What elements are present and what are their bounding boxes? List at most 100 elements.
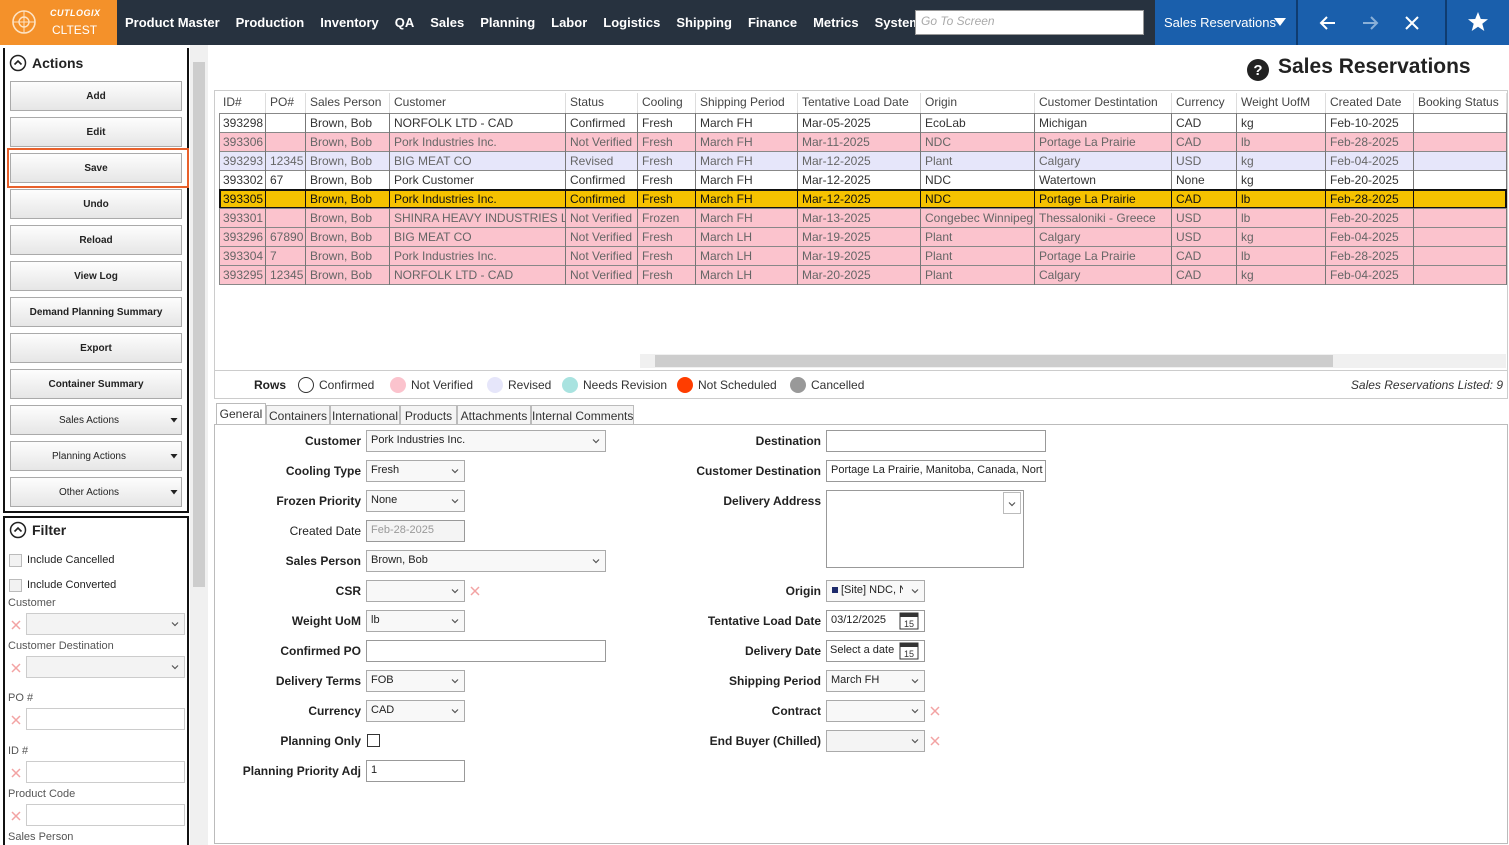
icon-part xyxy=(910,676,920,686)
tab[interactable]: General xyxy=(216,403,266,425)
action-button[interactable]: Export xyxy=(10,333,182,363)
menu-item[interactable]: Shipping xyxy=(676,15,732,30)
field-value: FOB xyxy=(371,674,443,686)
menu-item[interactable]: Inventory xyxy=(320,15,379,30)
action-button[interactable]: Add xyxy=(10,81,182,111)
column-header[interactable]: Weight UofM xyxy=(1237,93,1326,113)
action-button[interactable]: View Log xyxy=(10,261,182,291)
menu-item[interactable]: Metrics xyxy=(813,15,859,30)
checkbox[interactable] xyxy=(9,579,22,592)
field-label: CSR xyxy=(161,584,361,598)
icon-part xyxy=(471,587,479,595)
icon-part xyxy=(9,54,27,72)
checkbox[interactable] xyxy=(367,734,380,747)
grid-cell xyxy=(266,113,306,133)
column-header[interactable]: Booking Status xyxy=(1414,93,1507,113)
menu-item[interactable]: Finance xyxy=(748,15,797,30)
column-header[interactable]: Customer Destintation xyxy=(1035,93,1172,113)
close-button[interactable] xyxy=(1402,13,1422,33)
grid-cell: BIG MEAT CO xyxy=(390,227,566,247)
menu-item[interactable]: Sales xyxy=(430,15,464,30)
grid-cell: CAD xyxy=(1172,265,1237,285)
column-header[interactable]: PO# xyxy=(266,93,306,113)
clear-icon[interactable] xyxy=(10,619,22,631)
grid-cell: Feb-04-2025 xyxy=(1326,227,1414,247)
icon-part xyxy=(450,616,460,626)
tab[interactable]: Internal Comments xyxy=(531,405,634,425)
clear-icon[interactable] xyxy=(929,735,941,747)
icon-part xyxy=(912,740,918,743)
screen-select[interactable]: Sales Reservations xyxy=(1164,15,1276,30)
textarea-dropdown[interactable] xyxy=(1003,492,1021,514)
clear-icon[interactable] xyxy=(10,810,22,822)
action-button[interactable]: Undo xyxy=(10,189,182,219)
brand: CUTLOGIX xyxy=(50,8,101,18)
column-header[interactable]: Created Date xyxy=(1326,93,1414,113)
grid-cell: Mar-13-2025 xyxy=(798,208,921,228)
action-dropdown[interactable]: Sales Actions xyxy=(10,405,182,435)
page-title: Sales Reservations xyxy=(1278,55,1471,79)
action-button[interactable]: Save xyxy=(10,153,182,183)
icon-part xyxy=(910,736,920,746)
forward-button[interactable] xyxy=(1360,13,1380,33)
menu-item[interactable]: Planning xyxy=(480,15,535,30)
calendar-icon[interactable]: 15 xyxy=(899,612,919,630)
tab[interactable]: International xyxy=(330,405,400,425)
search-box[interactable]: Go To Screen xyxy=(915,10,1144,35)
back-button[interactable] xyxy=(1318,13,1338,33)
column-header[interactable]: Status xyxy=(566,93,638,113)
column-header[interactable]: Currency xyxy=(1172,93,1237,113)
grid-cell: Brown, Bob xyxy=(306,208,390,228)
grid-cell: Pork Industries Inc. xyxy=(390,189,566,209)
grid-cell: NORFOLK LTD - CAD xyxy=(390,265,566,285)
clear-icon[interactable] xyxy=(10,767,22,779)
icon-part xyxy=(12,621,20,629)
column-header[interactable]: Shipping Period xyxy=(696,93,798,113)
grid-cell: March LH xyxy=(696,227,798,247)
tab[interactable]: Products xyxy=(400,405,457,425)
menu-item[interactable]: QA xyxy=(395,15,415,30)
icon-part xyxy=(11,523,26,538)
grid-cell: CAD xyxy=(1172,189,1237,209)
column-header[interactable]: Cooling xyxy=(638,93,696,113)
collapse-icon[interactable] xyxy=(9,54,27,72)
column-header[interactable]: Customer xyxy=(390,93,566,113)
filter-input[interactable] xyxy=(26,804,185,826)
collapse-icon[interactable] xyxy=(9,521,27,539)
grid-cell: Feb-04-2025 xyxy=(1326,151,1414,171)
checkbox[interactable] xyxy=(9,554,22,567)
column-header[interactable]: Tentative Load Date xyxy=(798,93,921,113)
tab[interactable]: Attachments xyxy=(457,405,531,425)
field-text[interactable] xyxy=(366,640,606,662)
menu-item[interactable]: Labor xyxy=(551,15,587,30)
menu-item[interactable]: Logistics xyxy=(603,15,660,30)
column-header[interactable]: Sales Person xyxy=(306,93,390,113)
field-textarea[interactable] xyxy=(826,490,1024,568)
action-dropdown[interactable]: Planning Actions xyxy=(10,441,182,471)
help-icon[interactable]: ? xyxy=(1246,58,1270,82)
action-button[interactable]: Edit xyxy=(10,117,182,147)
column-header[interactable]: ID# xyxy=(219,93,266,113)
action-button[interactable]: Demand Planning Summary xyxy=(10,297,182,327)
favorite-button[interactable] xyxy=(1467,11,1489,33)
menu-item[interactable]: System xyxy=(875,15,921,30)
clear-icon[interactable] xyxy=(10,662,22,674)
field-text[interactable] xyxy=(826,430,1046,452)
action-button[interactable]: Reload xyxy=(10,225,182,255)
tab[interactable]: Containers xyxy=(266,405,330,425)
filter-title: Filter xyxy=(32,522,66,538)
action-dropdown[interactable]: Other Actions xyxy=(10,477,182,507)
calendar-icon[interactable]: 15 xyxy=(899,642,919,660)
clear-icon[interactable] xyxy=(929,705,941,717)
clear-icon[interactable] xyxy=(469,585,481,597)
column-header[interactable]: Origin xyxy=(921,93,1035,113)
grid-cell: Frozen xyxy=(638,208,696,228)
action-button[interactable]: Container Summary xyxy=(10,369,182,399)
grid-cell: Feb-28-2025 xyxy=(1326,132,1414,152)
grid-cell: BIG MEAT CO xyxy=(390,151,566,171)
field-value: Fresh xyxy=(371,464,443,476)
grid-cell: Fresh xyxy=(638,189,696,209)
menu-item[interactable]: Product Master xyxy=(125,15,220,30)
clear-icon[interactable] xyxy=(10,714,22,726)
menu-item[interactable]: Production xyxy=(236,15,305,30)
